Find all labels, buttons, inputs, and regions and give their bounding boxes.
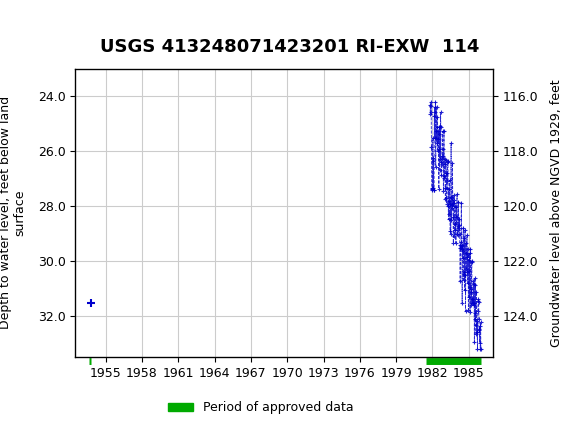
Legend: Period of approved data: Period of approved data [163,396,359,419]
Text: ≡USGS: ≡USGS [12,16,78,36]
Y-axis label: Depth to water level, feet below land
surface: Depth to water level, feet below land su… [0,96,27,329]
Y-axis label: Groundwater level above NGVD 1929, feet: Groundwater level above NGVD 1929, feet [550,79,563,347]
Text: USGS 413248071423201 RI-EXW  114: USGS 413248071423201 RI-EXW 114 [100,38,480,56]
